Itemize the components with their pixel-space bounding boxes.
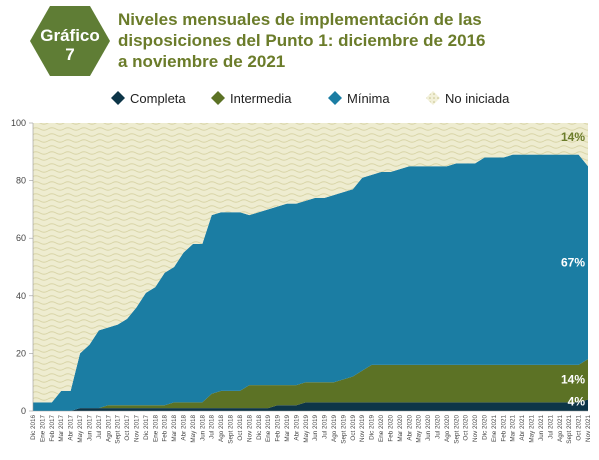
- x-tick-label: Ago 2019: [331, 415, 338, 442]
- percent-label-no-iniciada: 14%: [561, 130, 585, 144]
- legend-marker: [328, 91, 342, 105]
- x-tick-label: May 2021: [529, 415, 536, 443]
- badge-label: Gráfico: [40, 26, 100, 45]
- badge-shape: [30, 6, 110, 76]
- x-tick-label: Nov 2019: [359, 415, 366, 442]
- x-tick-label: Mar 2020: [397, 415, 404, 442]
- chart-title: Niveles mensuales de implementación de l…: [118, 10, 486, 71]
- x-tick-label: Jul 2018: [209, 415, 216, 439]
- x-tick-label: Ene 2021: [491, 415, 498, 442]
- x-tick-label: Jun 2020: [425, 415, 432, 441]
- percent-label-minima: 67%: [561, 256, 585, 270]
- y-axis: 0 20 40 60 80 100: [11, 118, 34, 416]
- y-tick-label: 60: [16, 233, 26, 243]
- badge-number: 7: [65, 45, 75, 64]
- legend-item-intermedia: Intermedia: [211, 91, 292, 106]
- x-tick-label: Oct 2019: [350, 415, 357, 441]
- x-tick-label: Oct 2017: [124, 415, 131, 441]
- x-tick-label: Feb 2020: [387, 415, 394, 442]
- x-tick-label: Jun 2017: [86, 415, 93, 441]
- x-tick-label: Jun 2021: [538, 415, 545, 441]
- percent-label-completa: 4%: [568, 394, 586, 408]
- x-tick-label: Ago 2020: [444, 415, 451, 442]
- legend-label: Intermedia: [230, 91, 292, 106]
- percent-label-intermedia: 14%: [561, 372, 585, 386]
- x-tick-label: Abr 2019: [293, 415, 300, 441]
- x-tick-label: Abr 2021: [519, 415, 526, 441]
- x-tick-label: Sept 2021: [566, 415, 573, 444]
- x-tick-label: Ene 2018: [152, 415, 159, 442]
- x-tick-label: Jun 2019: [312, 415, 319, 441]
- x-tick-label: Dic 2018: [256, 415, 263, 440]
- x-tick-label: Ago 2018: [218, 415, 225, 442]
- x-tick-label: Feb 2017: [49, 415, 56, 442]
- y-tick-label: 0: [21, 406, 26, 416]
- x-tick-label: Jul 2020: [434, 415, 441, 439]
- area-intermedia: [33, 359, 588, 411]
- x-tick-label: May 2018: [190, 415, 197, 443]
- x-tick-label: Mar 2019: [284, 415, 291, 442]
- x-tick-label: Ene 2019: [265, 415, 272, 442]
- x-tick-label: Jun 2018: [199, 415, 206, 441]
- legend-item-completa: Completa: [111, 91, 186, 106]
- x-tick-label: Nov 2021: [585, 415, 592, 442]
- x-tick-label: Ago 2021: [557, 415, 564, 442]
- x-tick-label: Mar 2021: [510, 415, 517, 442]
- y-tick-label: 20: [16, 348, 26, 358]
- x-tick-label: Sept 2020: [453, 415, 460, 444]
- x-tick-label: Dic 2020: [482, 415, 489, 440]
- x-axis: Dic 2016 Ene 2017 Feb 2017 Mar 2017 Abr 2017…: [30, 410, 592, 444]
- x-tick-label: Feb 2021: [500, 415, 507, 442]
- x-tick-label: Sept 2018: [228, 415, 235, 444]
- x-tick-label: Feb 2019: [275, 415, 282, 442]
- legend-item-no-iniciada: No iniciada: [426, 91, 510, 106]
- legend-label: Mínima: [347, 91, 390, 106]
- legend-label: Completa: [130, 91, 186, 106]
- x-tick-label: Jul 2021: [547, 415, 554, 439]
- x-tick-label: Abr 2020: [406, 415, 413, 441]
- x-tick-label: Abr 2018: [181, 415, 188, 441]
- y-tick-label: 80: [16, 176, 26, 186]
- x-tick-label: May 2020: [416, 415, 423, 443]
- x-tick-label: Abr 2017: [68, 415, 75, 441]
- legend-marker: [211, 91, 225, 105]
- x-tick-label: Oct 2018: [237, 415, 244, 441]
- x-tick-label: May 2017: [77, 415, 84, 443]
- badge: Gráfico 7: [30, 26, 110, 64]
- area-minima: [33, 154, 588, 411]
- x-tick-label: Sept 2017: [115, 415, 122, 444]
- x-tick-label: Oct 2020: [463, 415, 470, 441]
- y-tick-label: 40: [16, 291, 26, 301]
- x-tick-label: Nov 2020: [472, 415, 479, 442]
- legend-marker: [426, 91, 440, 105]
- x-tick-label: Ago 2017: [105, 415, 112, 442]
- x-tick-label: Ene 2020: [378, 415, 385, 442]
- x-tick-label: Nov 2017: [133, 415, 140, 442]
- x-tick-label: Oct 2021: [576, 415, 583, 441]
- legend-item-minima: Mínima: [328, 91, 390, 106]
- x-tick-label: Dic 2016: [30, 415, 37, 440]
- x-tick-label: Dic 2017: [143, 415, 150, 440]
- x-tick-label: Mar 2017: [58, 415, 65, 442]
- x-tick-label: Ene 2017: [39, 415, 46, 442]
- legend: Completa Intermedia Mínima No iniciada: [111, 91, 510, 106]
- area-no-iniciada: [33, 123, 588, 403]
- x-tick-label: Sept 2019: [340, 415, 347, 444]
- x-tick-label: Jul 2017: [96, 415, 103, 439]
- x-tick-label: Mar 2018: [171, 415, 178, 442]
- x-tick-label: May 2019: [303, 415, 310, 443]
- plot-area: [33, 123, 588, 411]
- percent-labels: 14% 67% 14% 4%: [561, 130, 585, 408]
- legend-label: No iniciada: [445, 91, 510, 106]
- x-tick-label: Feb 2018: [162, 415, 169, 442]
- x-tick-label: Jul 2019: [322, 415, 329, 439]
- legend-marker: [111, 91, 125, 105]
- x-tick-label: Nov 2018: [246, 415, 253, 442]
- x-tick-label: Dic 2019: [369, 415, 376, 440]
- y-tick-label: 100: [11, 118, 26, 128]
